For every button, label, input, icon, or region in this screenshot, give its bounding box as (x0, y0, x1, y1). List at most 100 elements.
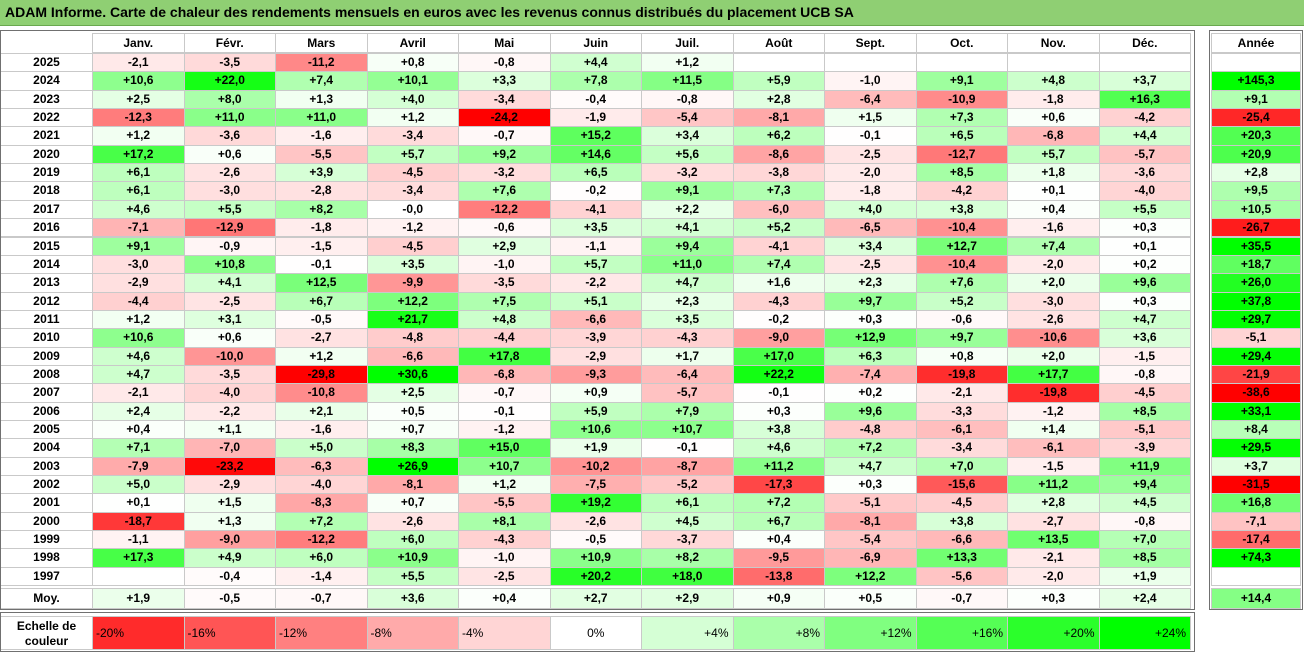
month-header-3: Mars (275, 33, 368, 53)
heatmap-cell: +0,7 (366, 493, 459, 513)
heatmap-cell: -5,4 (641, 108, 734, 128)
heatmap-cell: +1,6 (732, 273, 825, 293)
heatmap-cell: -0,1 (732, 383, 825, 403)
annual-cell: +29,5 (1211, 438, 1301, 458)
heatmap-cell: -3,0 (183, 181, 276, 201)
average-cell: +0,3 (1007, 588, 1100, 609)
annual-cell: +29,4 (1211, 346, 1301, 366)
heatmap-cell: -9,3 (549, 364, 642, 385)
heatmap-cell: -4,2 (915, 181, 1008, 201)
heatmap-cell: +6,7 (275, 291, 368, 311)
heatmap-cell: +0,6 (183, 144, 276, 165)
heatmap-cell: +12,2 (366, 291, 459, 311)
heatmap-cell: +1,2 (92, 126, 185, 146)
heatmap-cell: -6,3 (275, 456, 368, 477)
heatmap-cell: +5,1 (549, 291, 642, 311)
heatmap-cell: +0,1 (92, 493, 185, 513)
year-label: 2010 (0, 328, 93, 348)
heatmap-cell: +10,6 (92, 71, 185, 91)
heatmap-cell: +4,7 (641, 273, 734, 293)
heatmap-cell: -3,6 (1098, 163, 1191, 183)
heatmap-cell: -15,6 (915, 475, 1008, 495)
heatmap-cell: -1,8 (824, 181, 917, 201)
month-header-10: Oct. (915, 33, 1008, 53)
heatmap-cell: -6,6 (549, 309, 642, 330)
heatmap-cell: +11,2 (732, 456, 825, 477)
heatmap-cell: -0,1 (641, 438, 734, 458)
heatmap-cell: +9,4 (641, 236, 734, 256)
heatmap-cell: -1,0 (824, 71, 917, 91)
heatmap-cell: +0,3 (1098, 291, 1191, 311)
heatmap-cell: +6,7 (732, 511, 825, 532)
heatmap-cell: +9,1 (641, 181, 734, 201)
average-cell: -0,5 (183, 588, 276, 609)
heatmap-cell: +9,2 (458, 144, 551, 165)
heatmap-cell: +1,1 (183, 420, 276, 440)
heatmap-cell: +4,0 (824, 199, 917, 220)
heatmap-cell: +1,2 (92, 309, 185, 330)
heatmap-cell: -4,0 (275, 475, 368, 495)
heatmap-cell: -1,0 (458, 548, 551, 568)
heatmap-cell: +1,5 (183, 493, 276, 513)
heatmap-cell: +8,3 (366, 438, 459, 458)
heatmap-cell: +5,5 (366, 566, 459, 587)
heatmap-cell: +7,4 (1007, 236, 1100, 256)
heatmap-cell: -1,8 (275, 218, 368, 238)
heatmap-cell: -1,2 (1007, 401, 1100, 421)
annual-cell: +9,5 (1211, 181, 1301, 201)
heatmap-cell: +4,4 (549, 53, 642, 73)
heatmap-cell: -1,4 (275, 566, 368, 587)
average-cell: +3,6 (366, 588, 459, 609)
heatmap-cell: -1,9 (549, 108, 642, 128)
heatmap-cell: -1,2 (458, 420, 551, 440)
heatmap-cell: +1,3 (183, 511, 276, 532)
year-label: 2023 (0, 89, 93, 110)
heatmap-cell: -2,5 (824, 144, 917, 165)
heatmap-cell: +0,4 (1007, 199, 1100, 220)
month-header-4: Avril (366, 33, 459, 53)
annual-cell: +35,5 (1211, 236, 1301, 256)
heatmap-cell: +3,8 (732, 420, 825, 440)
heatmap-cell: -4,3 (732, 291, 825, 311)
heatmap-cell: +2,1 (275, 401, 368, 421)
heatmap-cell: +0,4 (732, 530, 825, 550)
heatmap-cell: -2,6 (183, 163, 276, 183)
heatmap-cell: -6,0 (732, 199, 825, 220)
heatmap-cell: +8,2 (641, 548, 734, 568)
heatmap-cell: -1,5 (275, 236, 368, 256)
heatmap-cell: +20,2 (549, 566, 642, 587)
heatmap-cell: +5,0 (92, 475, 185, 495)
heatmap-cell: -5,2 (641, 475, 734, 495)
heatmap-cell: -3,2 (641, 163, 734, 183)
heatmap-cell: -8,7 (641, 456, 734, 477)
heatmap-cell: -7,9 (92, 456, 185, 477)
heatmap-cell: +11,0 (183, 108, 276, 128)
scale-step: -4% (458, 616, 551, 650)
annual-cell: +9,1 (1211, 89, 1301, 110)
heatmap-cell: +4,5 (1098, 493, 1191, 513)
heatmap-cell: -6,4 (641, 364, 734, 385)
heatmap-cell: +17,0 (732, 346, 825, 366)
heatmap-cell: +8,5 (1098, 548, 1191, 568)
year-label: 2020 (0, 144, 93, 165)
scale-step: +24% (1098, 616, 1191, 650)
heatmap-cell: +4,7 (92, 364, 185, 385)
annual-cell: +3,7 (1211, 456, 1301, 477)
annual-cell: +20,9 (1211, 144, 1301, 165)
heatmap-cell: +6,2 (732, 126, 825, 146)
year-label: 2003 (0, 456, 93, 477)
heatmap-cell: -10,4 (915, 254, 1008, 275)
average-annual-cell: +14,4 (1211, 588, 1301, 609)
heatmap-cell: -4,1 (732, 236, 825, 256)
heatmap-cell: -10,8 (275, 383, 368, 403)
heatmap-cell: -10,4 (915, 218, 1008, 238)
heatmap-cell: -2,5 (824, 254, 917, 275)
annual-cell: +18,7 (1211, 254, 1301, 275)
heatmap-cell: +3,1 (183, 309, 276, 330)
heatmap-cell: +2,3 (641, 291, 734, 311)
scale-step: +12% (824, 616, 917, 650)
heatmap-cell: +12,2 (824, 566, 917, 587)
year-label: 2007 (0, 383, 93, 403)
heatmap-cell: +7,2 (275, 511, 368, 532)
